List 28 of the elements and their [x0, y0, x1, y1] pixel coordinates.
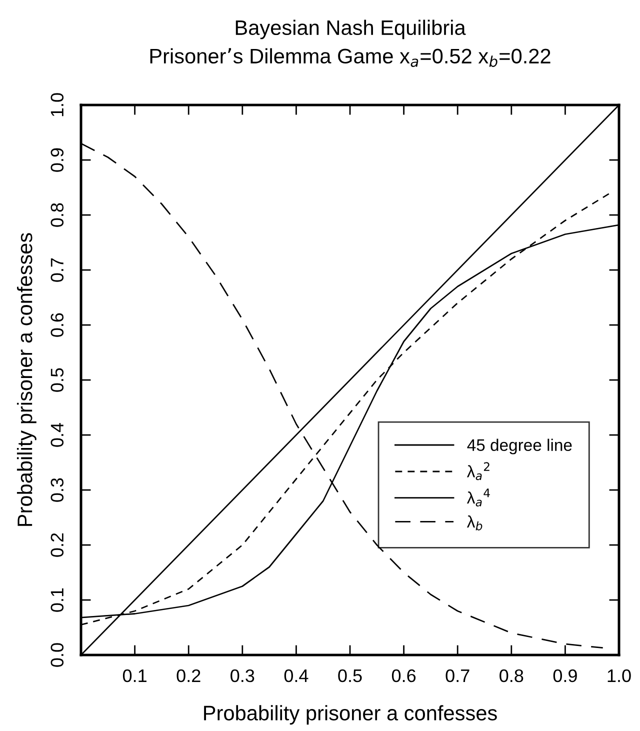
y-tick-label: 1.0: [50, 93, 64, 116]
y-tick-label: 0.4: [50, 422, 64, 447]
legend-label: 45 degree line: [467, 438, 572, 454]
x-tick-label: 0.9: [553, 669, 577, 682]
y-axis-title: Probability prisoner a confesses: [16, 233, 36, 526]
x-tick-label: 0.4: [284, 669, 308, 682]
legend-label: λ$_{b}$: [466, 515, 482, 530]
y-tick-label: 0.1: [50, 588, 64, 612]
x-axis-title: Probability prisoner a confesses: [204, 705, 497, 725]
x-tick-label: 1.0: [608, 669, 631, 682]
x-tick-label: 0.7: [446, 669, 470, 682]
y-tick-label: 0.8: [50, 203, 64, 227]
y-tick-label: 0.2: [50, 533, 64, 557]
x-tick-label: 0.1: [122, 669, 146, 682]
x-tick-label: 0.3: [230, 669, 254, 682]
x-tick-label: 0.2: [176, 669, 200, 682]
x-tick-label: 0.5: [338, 669, 362, 682]
x-tick-label: 0.6: [392, 669, 416, 682]
x-tick-label: 0.8: [500, 669, 524, 682]
chart-title: Bayesian Nash Equilibria Prisoner’s Dilemma Game x$_{a}$=0.52 x$_{b}$=0.22: [150, 20, 550, 67]
y-tick-label: 0.6: [50, 313, 64, 337]
legend-label: λ$_{a}$$^{4}$: [466, 488, 490, 506]
legend-label: λ$_{a}$$^{2}$: [466, 462, 490, 480]
y-tick-label: 0.0: [50, 643, 64, 667]
y-tick-label: 0.5: [50, 368, 64, 392]
y-tick-label: 0.7: [50, 258, 64, 282]
y-tick-label: 0.3: [50, 478, 64, 502]
y-tick-label: 0.9: [50, 148, 64, 172]
